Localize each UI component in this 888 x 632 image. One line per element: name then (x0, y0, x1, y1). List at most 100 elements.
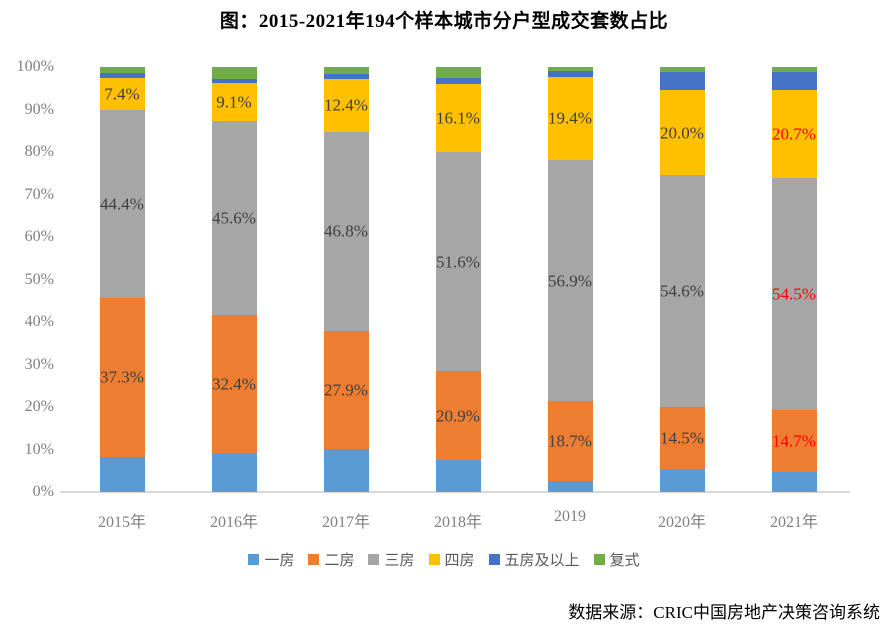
legend-swatch (488, 554, 500, 565)
bar-segment: 12.4% (323, 78, 369, 132)
bar-segment: 19.4% (547, 77, 593, 160)
bar-segment (99, 67, 145, 74)
bar-segment (547, 67, 593, 72)
y-tick-label: 10% (24, 440, 54, 458)
stacked-bar: 37.3% 44.4% 7.4% (99, 67, 145, 492)
data-label: 27.9% (324, 380, 368, 400)
y-tick-label: 20% (24, 398, 54, 415)
legend-item: 五房及以上 (488, 549, 580, 570)
bar-segment: 18.7% (547, 401, 593, 481)
y-tick-label: 80% (24, 143, 54, 160)
data-label: 16.1% (436, 108, 480, 128)
stacked-bar: 20.9% 51.6% 16.1% (435, 67, 481, 492)
data-label: 18.7% (548, 431, 592, 451)
data-label: 20.7% (772, 124, 816, 144)
x-axis-label: 2017年 (321, 514, 370, 531)
legend-label: 复式 (609, 553, 640, 569)
data-label: 44.4% (100, 194, 144, 214)
data-label: 9.1% (216, 92, 252, 112)
bar-segment (547, 71, 593, 78)
bar-segment (435, 460, 481, 492)
bar-segment: 16.1% (435, 83, 481, 153)
bar-segment (99, 456, 145, 492)
bar-segment (211, 78, 257, 83)
bar-segment: 7.4% (99, 78, 145, 110)
y-tick-label: 90% (24, 100, 54, 118)
data-label: 45.6% (212, 208, 256, 228)
bar-segment (771, 472, 817, 492)
legend-label: 一房 (264, 553, 295, 569)
data-label: 20.0% (660, 123, 704, 143)
bar-segment: 45.6% (211, 121, 257, 316)
bar-segment (659, 67, 705, 73)
x-axis-label: 2019 (554, 508, 586, 525)
y-tick-label: 60% (24, 228, 54, 245)
x-axis-line (60, 491, 850, 493)
legend-item: 四房 (428, 549, 475, 570)
x-axis-label: 2020年 (657, 514, 706, 531)
bar-segment: 51.6% (435, 152, 481, 372)
legend-swatch (308, 554, 320, 565)
y-tick-label: 40% (24, 313, 54, 330)
stacked-bar: 14.7% 54.5% 20.7% (771, 67, 817, 492)
bar-segment (771, 72, 817, 91)
bar-segment: 37.3% (99, 298, 145, 457)
chart-title: 图：2015-2021年194个样本城市分户型成交套数占比 (219, 11, 669, 32)
bar-segment: 20.0% (659, 90, 705, 176)
stacked-bar: 32.4% 45.6% 9.1% (211, 67, 257, 492)
x-axis-label: 2015年 (97, 514, 146, 531)
legend-label: 五房及以上 (504, 553, 580, 569)
bar-segment (659, 72, 705, 91)
data-label: 54.6% (660, 281, 704, 301)
bar-segment (435, 67, 481, 78)
stacked-bar: 14.5% 54.6% 20.0% (659, 67, 705, 492)
y-tick-label: 30% (24, 355, 54, 373)
bar-segment: 14.5% (659, 407, 705, 470)
data-label: 12.4% (324, 95, 368, 115)
bar-segment (211, 452, 257, 492)
y-tick-label: 0% (32, 483, 54, 500)
data-label: 56.9% (548, 271, 592, 291)
data-label: 7.4% (104, 84, 140, 104)
legend-item: 二房 (308, 549, 354, 570)
legend-label: 二房 (324, 553, 355, 569)
x-axis-label: 2018年 (433, 514, 482, 531)
bar-segment (99, 73, 145, 79)
legend-swatch (368, 554, 380, 565)
bar-segment: 14.7% (771, 409, 817, 473)
data-label: 51.6% (436, 252, 480, 272)
data-label: 37.3% (100, 367, 144, 387)
x-axis-label: 2016年 (209, 514, 258, 531)
bar-segment: 46.8% (323, 131, 369, 331)
stacked-bar: 27.9% 46.8% 12.4% (323, 67, 369, 492)
bar-segment: 27.9% (323, 330, 369, 450)
legend-swatch (248, 554, 260, 565)
bar-segment (323, 73, 369, 79)
legend-swatch (593, 554, 605, 565)
data-label: 20.9% (436, 406, 480, 426)
legend-label: 四房 (444, 553, 475, 569)
data-label: 46.8% (324, 221, 368, 241)
bar-segment (547, 480, 593, 492)
data-label: 14.7% (772, 431, 816, 451)
data-label: 14.5% (660, 428, 704, 448)
bar-segment (659, 469, 705, 492)
bar-segment (323, 449, 369, 492)
stacked-bar: 18.7% 56.9% 19.4% (547, 67, 593, 492)
bar-segment (435, 77, 481, 84)
legend-swatch (428, 554, 440, 565)
data-source-note: 数据来源：CRIC中国房地产决策咨询系统 (568, 603, 880, 622)
data-label: 54.5% (772, 284, 816, 304)
legend-item: 一房 (248, 549, 294, 570)
legend-label: 三房 (384, 553, 415, 569)
bar-segment: 20.9% (435, 371, 481, 461)
bar-segment (211, 67, 257, 79)
bar-segment: 54.5% (771, 178, 817, 410)
legend: 一房 二房 三房 四房 五房及以上 复式 (0, 549, 888, 570)
bar-segment: 9.1% (211, 82, 257, 122)
legend-item: 复式 (593, 549, 640, 570)
bar-segment (323, 67, 369, 74)
data-label: 32.4% (212, 374, 256, 394)
legend-item: 三房 (368, 549, 415, 570)
